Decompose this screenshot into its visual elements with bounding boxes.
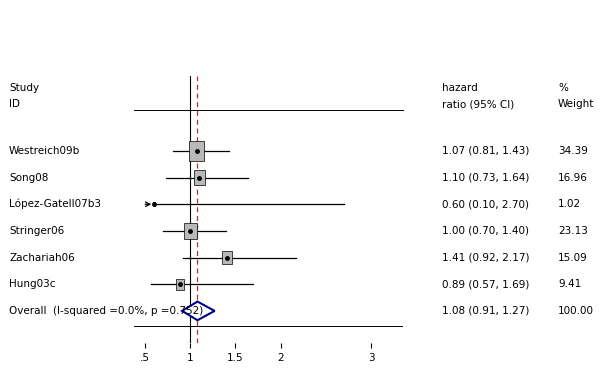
Text: 1.10 (0.73, 1.64): 1.10 (0.73, 1.64) <box>442 173 529 182</box>
Text: ID: ID <box>9 99 20 109</box>
Text: Stringer06: Stringer06 <box>9 226 65 236</box>
Bar <box>189 141 204 161</box>
Polygon shape <box>182 302 215 320</box>
Text: ratio (95% CI): ratio (95% CI) <box>442 99 514 109</box>
Text: 34.39: 34.39 <box>558 146 588 156</box>
Text: Westreich09b: Westreich09b <box>9 146 81 156</box>
Bar <box>222 251 232 264</box>
Text: Zachariah06: Zachariah06 <box>9 253 75 263</box>
Text: López-Gatell07b3: López-Gatell07b3 <box>9 199 101 210</box>
Text: 1.00 (0.70, 1.40): 1.00 (0.70, 1.40) <box>442 226 529 236</box>
Text: 100.00: 100.00 <box>558 306 594 316</box>
Text: 1.41 (0.92, 2.17): 1.41 (0.92, 2.17) <box>442 253 529 263</box>
Text: 0.60 (0.10, 2.70): 0.60 (0.10, 2.70) <box>442 199 529 209</box>
Text: Song08: Song08 <box>9 173 49 182</box>
Text: 0.89 (0.57, 1.69): 0.89 (0.57, 1.69) <box>442 279 529 289</box>
Text: 9.41: 9.41 <box>558 279 581 289</box>
Text: 1.07 (0.81, 1.43): 1.07 (0.81, 1.43) <box>442 146 529 156</box>
Text: 23.13: 23.13 <box>558 226 588 236</box>
Text: %: % <box>558 83 568 93</box>
Text: 1.02: 1.02 <box>558 199 581 209</box>
Text: Study: Study <box>9 83 39 93</box>
Text: 16.96: 16.96 <box>558 173 588 182</box>
Text: 1.08 (0.91, 1.27): 1.08 (0.91, 1.27) <box>442 306 529 316</box>
Bar <box>194 170 205 185</box>
Text: Hung03c: Hung03c <box>9 279 56 289</box>
Text: Weight: Weight <box>558 99 595 109</box>
Bar <box>184 223 196 239</box>
Bar <box>152 202 156 206</box>
Bar <box>176 279 184 290</box>
Text: hazard: hazard <box>442 83 478 93</box>
Text: 15.09: 15.09 <box>558 253 588 263</box>
Text: Overall  (I-squared =0.0%, p =0.752): Overall (I-squared =0.0%, p =0.752) <box>9 306 203 316</box>
